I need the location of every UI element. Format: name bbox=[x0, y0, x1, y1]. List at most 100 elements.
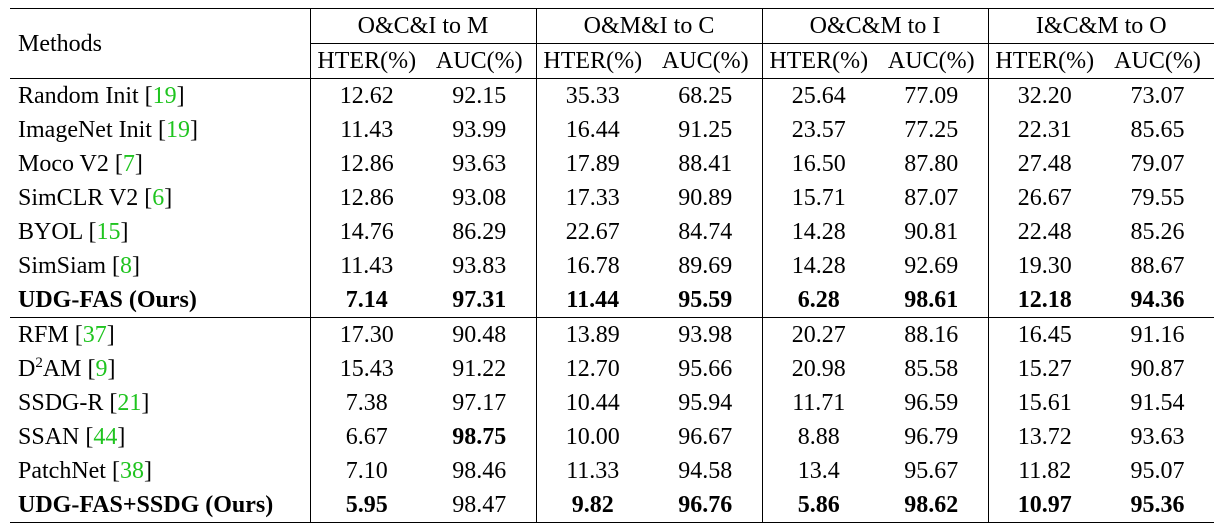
auc-value: 96.76 bbox=[649, 488, 763, 523]
citation-bracket: ] bbox=[132, 253, 141, 279]
hter-value: 22.67 bbox=[565, 219, 620, 245]
table-row: SSAN [44] 6.67 98.75 10.00 96.67 8.88 96.79 13.… bbox=[10, 420, 1214, 454]
auc-value: 87.07 bbox=[875, 181, 989, 215]
citation-bracket: ] bbox=[120, 219, 129, 245]
group-domain-generalization: RFM [37] 17.30 90.48 13.89 93.98 20.27 88.16 16… bbox=[10, 317, 1214, 523]
methods-header: Methods bbox=[10, 8, 311, 79]
hter-value: 22.31 bbox=[1017, 117, 1072, 143]
auc-value: 98.62 bbox=[875, 488, 989, 523]
citation-bracket: ] bbox=[189, 117, 198, 143]
hter-value: 9.82 bbox=[536, 488, 649, 523]
hter-value: 12.70 bbox=[565, 356, 620, 382]
citation-link[interactable]: 37 bbox=[82, 322, 107, 348]
auc-value: 88.67 bbox=[1130, 253, 1185, 279]
citation-bracket: ] bbox=[134, 151, 143, 177]
auc-value: 98.75 bbox=[423, 420, 537, 454]
hter-value: 11.33 bbox=[566, 458, 620, 484]
method-name: RFM [37] bbox=[10, 317, 311, 352]
table-row: PatchNet [38] 7.10 98.46 11.33 94.58 13.4 95.6… bbox=[10, 454, 1214, 488]
citation-bracket: ] bbox=[117, 424, 126, 450]
method-name-text: BYOL [ bbox=[18, 219, 97, 245]
auc-value: 89.69 bbox=[649, 249, 763, 283]
auc-value: 96.67 bbox=[649, 420, 763, 454]
table-row: Random Init [19] 12.62 92.15 35.33 68.25 25.6… bbox=[10, 78, 1214, 113]
citation-bracket: ] bbox=[176, 83, 185, 109]
hter-value: 20.27 bbox=[762, 317, 875, 352]
hter-value: 6.28 bbox=[797, 287, 840, 313]
method-name: SimCLR V2 [6] bbox=[10, 181, 311, 215]
citation-link[interactable]: 9 bbox=[95, 356, 108, 382]
group-header-m: O&C&I to M bbox=[310, 8, 537, 44]
citation-link[interactable]: 21 bbox=[117, 390, 142, 416]
auc-value: 77.25 bbox=[875, 113, 989, 147]
method-name: PatchNet [38] bbox=[10, 454, 311, 488]
hter-value: 16.45 bbox=[988, 317, 1101, 352]
auc-value: 95.66 bbox=[649, 352, 763, 386]
auc-value: 79.07 bbox=[1130, 151, 1185, 177]
citation-link[interactable]: 19 bbox=[152, 83, 177, 109]
auc-value: 93.08 bbox=[423, 181, 537, 215]
auc-value: 79.55 bbox=[1130, 185, 1185, 211]
citation-link[interactable]: 44 bbox=[93, 424, 118, 450]
metric-header-auc: AUC(%) bbox=[423, 43, 537, 79]
citation-link[interactable]: 15 bbox=[96, 219, 121, 245]
table-row: Moco V2 [7] 12.86 93.63 17.89 88.41 16.50 87.8… bbox=[10, 147, 1214, 181]
hter-value: 17.30 bbox=[310, 317, 423, 352]
method-name-text: AM [ bbox=[42, 356, 96, 382]
hter-value: 17.33 bbox=[565, 185, 620, 211]
method-name-text: Random Init [ bbox=[18, 83, 153, 109]
metric-header-auc: AUC(%) bbox=[1101, 43, 1214, 79]
auc-value: 94.58 bbox=[649, 454, 763, 488]
hter-value: 35.33 bbox=[536, 78, 649, 113]
hter-value: 11.43 bbox=[340, 117, 394, 143]
hter-value: 27.48 bbox=[1017, 151, 1072, 177]
table-row: SimCLR V2 [6] 12.86 93.08 17.33 90.89 15.71 87… bbox=[10, 181, 1214, 215]
group-self-supervised: Random Init [19] 12.62 92.15 35.33 68.25 25.6… bbox=[10, 78, 1214, 318]
citation-bracket: ] bbox=[107, 356, 116, 382]
auc-value: 77.09 bbox=[875, 78, 989, 113]
group-header-o: I&C&M to O bbox=[988, 8, 1214, 44]
hter-value: 7.10 bbox=[345, 458, 388, 484]
hter-value: 6.67 bbox=[345, 424, 388, 450]
citation-link[interactable]: 38 bbox=[119, 458, 144, 484]
hter-value: 13.72 bbox=[1017, 424, 1072, 450]
hter-value: 17.89 bbox=[565, 151, 620, 177]
auc-value: 92.69 bbox=[875, 249, 989, 283]
hter-value: 16.78 bbox=[565, 253, 620, 279]
method-name-text: SimSiam [ bbox=[18, 253, 121, 279]
auc-value: 98.61 bbox=[875, 283, 989, 318]
auc-value: 95.07 bbox=[1130, 458, 1185, 484]
table-row: SSDG-R [21] 7.38 97.17 10.44 95.94 11.71 96.59… bbox=[10, 386, 1214, 420]
table-row: UDG-FAS (Ours) 7.14 97.31 11.44 95.59 6.28 98.… bbox=[10, 283, 1214, 318]
method-name-text: SimCLR V2 [ bbox=[18, 185, 153, 211]
citation-link[interactable]: 8 bbox=[120, 253, 133, 279]
citation-link[interactable]: 19 bbox=[165, 117, 190, 143]
hter-value: 12.86 bbox=[339, 185, 394, 211]
metric-header-hter: HTER(%) bbox=[988, 43, 1101, 79]
hter-value: 23.57 bbox=[791, 117, 846, 143]
auc-value: 90.89 bbox=[649, 181, 763, 215]
citation-link[interactable]: 6 bbox=[152, 185, 165, 211]
method-name: ImageNet Init [19] bbox=[10, 113, 311, 147]
auc-value: 85.26 bbox=[1130, 219, 1185, 245]
hter-value: 14.76 bbox=[339, 219, 394, 245]
hter-value: 22.48 bbox=[1017, 219, 1072, 245]
auc-value: 73.07 bbox=[1101, 78, 1214, 113]
auc-value: 91.54 bbox=[1130, 390, 1185, 416]
method-name: UDG-FAS+SSDG (Ours) bbox=[10, 488, 311, 523]
hter-value: 15.43 bbox=[339, 356, 394, 382]
auc-value: 86.29 bbox=[423, 215, 537, 249]
hter-value: 16.44 bbox=[565, 117, 620, 143]
method-name: UDG-FAS (Ours) bbox=[10, 283, 311, 318]
method-name-text: ImageNet Init [ bbox=[18, 117, 166, 143]
auc-value: 96.59 bbox=[875, 386, 989, 420]
auc-value: 95.67 bbox=[875, 454, 989, 488]
citation-link[interactable]: 7 bbox=[122, 151, 135, 177]
auc-value: 68.25 bbox=[649, 78, 763, 113]
auc-value: 88.16 bbox=[875, 317, 989, 352]
method-name-text: Moco V2 [ bbox=[18, 151, 123, 177]
auc-value: 93.63 bbox=[423, 147, 537, 181]
group-header-c: O&M&I to C bbox=[536, 8, 763, 44]
hter-value: 15.27 bbox=[1017, 356, 1072, 382]
auc-value: 96.79 bbox=[875, 420, 989, 454]
